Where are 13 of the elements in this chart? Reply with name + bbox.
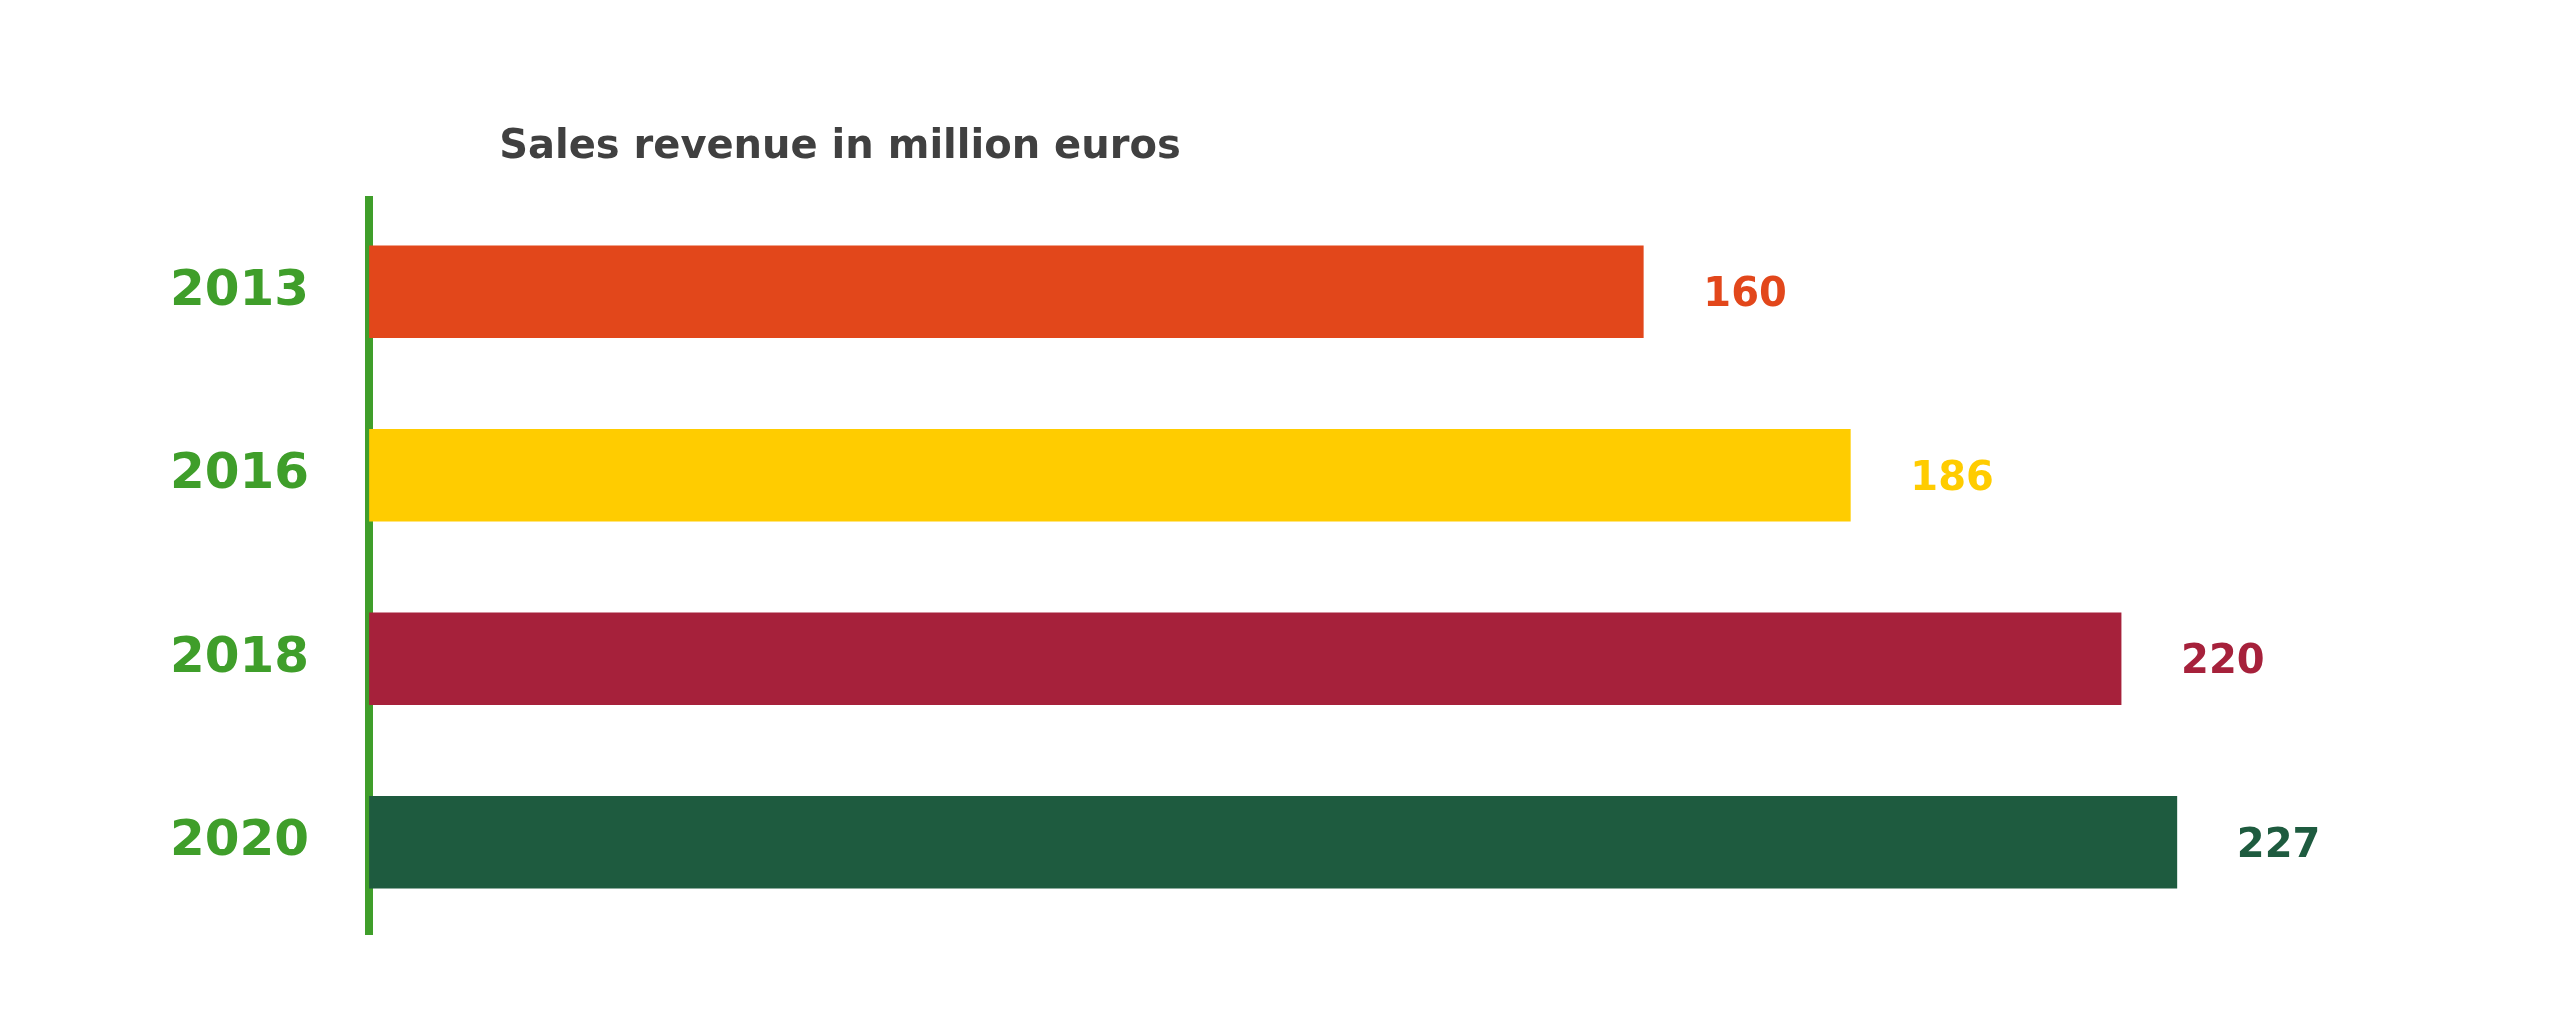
y-tick-label: 2013 [169,258,310,317]
data-label: 160 [1703,269,1787,316]
bar [369,795,2178,889]
bar [369,428,1851,522]
data-label: 186 [1910,452,1994,499]
y-tick-label: 2018 [169,625,310,684]
chart-title: Sales revenue in million euros [499,121,1181,168]
bar [369,245,1644,339]
data-label: 227 [2236,819,2321,866]
data-label: 220 [2181,636,2265,683]
y-tick-label: 2016 [169,442,310,501]
y-tick-label: 2020 [169,809,310,868]
bar [369,612,2122,706]
